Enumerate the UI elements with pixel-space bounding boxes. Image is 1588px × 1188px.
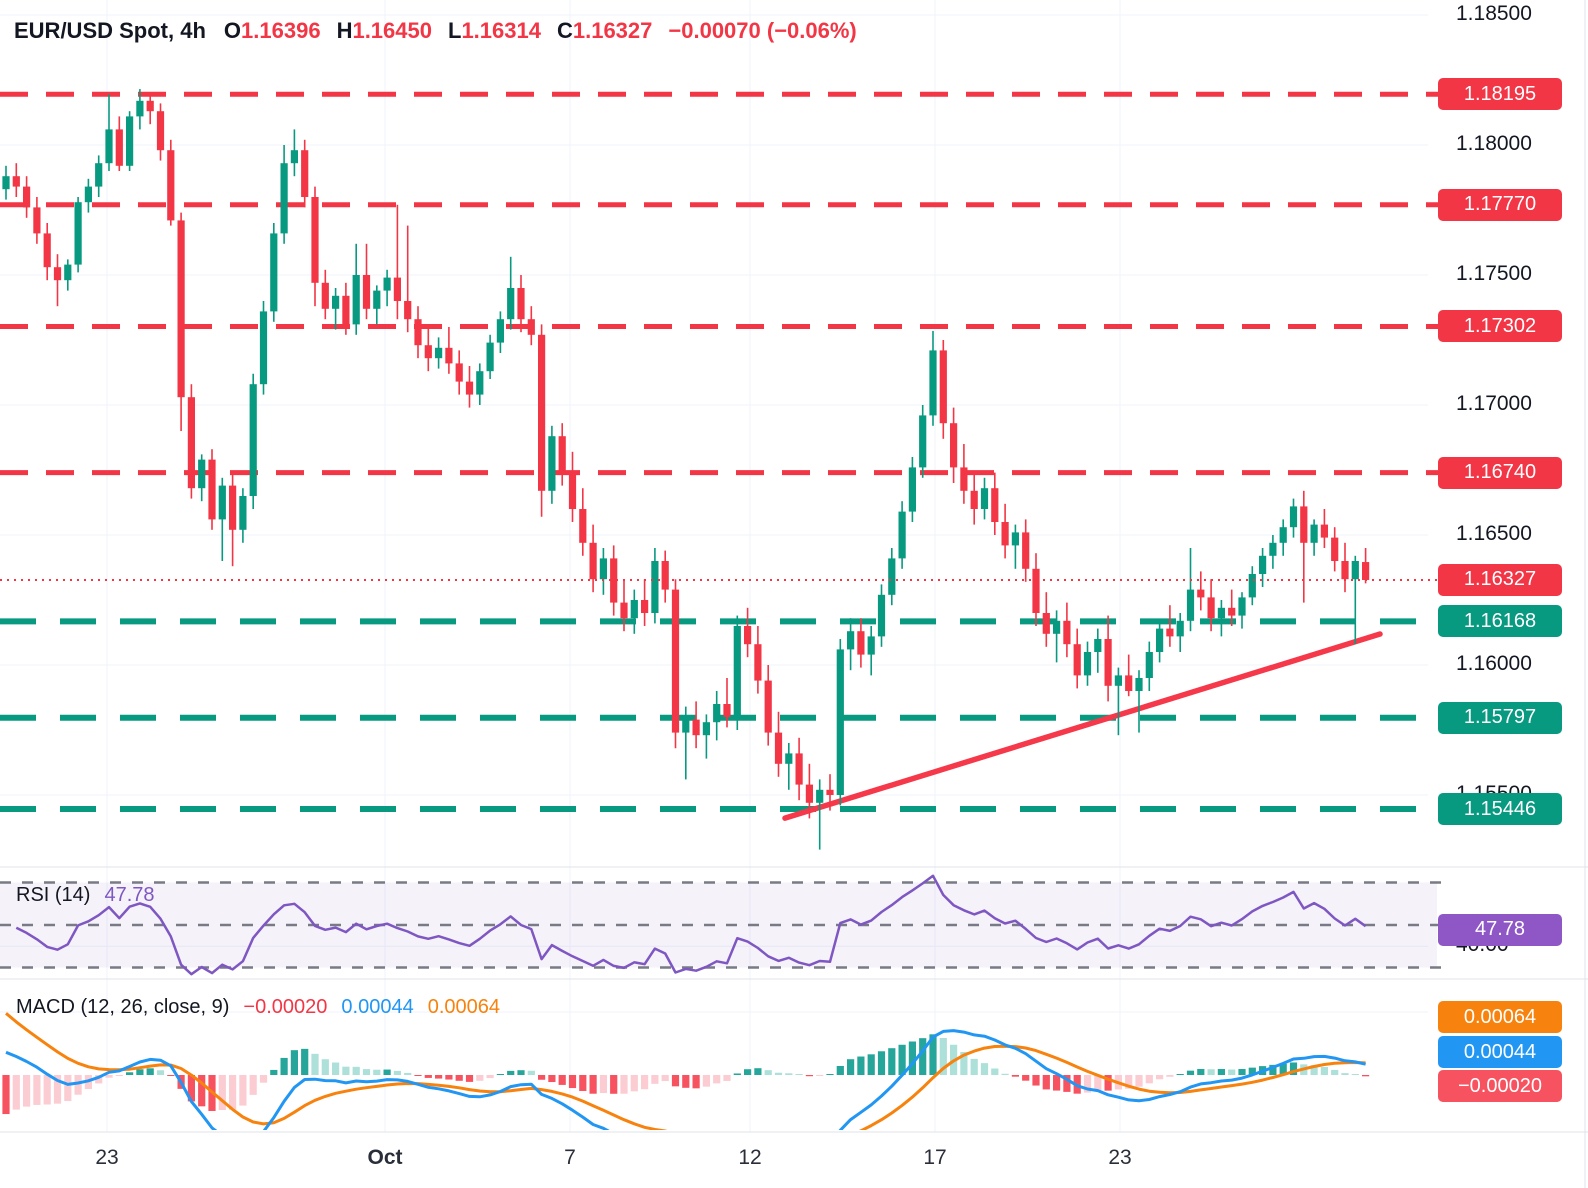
close-value-group: C1.16327 — [556, 18, 653, 43]
rsi-pane-header[interactable]: RSI (14) 47.78 — [16, 884, 155, 907]
rsi-pane — [0, 874, 1444, 976]
price-tick-label: 1.16500 — [1456, 522, 1532, 545]
symbol-status-row[interactable]: EUR/USD Spot, 4h O1.16396 H1.16450 L1.16… — [14, 18, 857, 44]
rsi-current-value: 47.78 — [104, 884, 155, 906]
time-tick-label: 23 — [1108, 1146, 1132, 1169]
macd-signal-line — [5, 1012, 1366, 1130]
support-level-badge: 1.16168 — [1438, 605, 1562, 638]
last-price-badge: 1.16327 — [1438, 563, 1562, 596]
macd-pane-header[interactable]: MACD (12, 26, close, 9) −0.00020 0.00044… — [16, 996, 500, 1019]
macd-title: MACD (12, 26, close, 9) — [16, 996, 230, 1018]
resistance-level-badge: 1.17302 — [1438, 310, 1562, 343]
support-level-badge: 1.15446 — [1438, 793, 1562, 826]
price-tick-label: 1.18000 — [1456, 132, 1532, 155]
rsi-title: RSI (14) — [16, 884, 91, 906]
macd-pane — [2, 1012, 1370, 1130]
macd-line-value: 0.00044 — [341, 996, 414, 1018]
symbol-name: EUR/USD Spot, 4h — [14, 18, 206, 43]
high-value-group: H1.16450 — [336, 18, 432, 43]
macd-signal-badge: 0.00064 — [1438, 1001, 1562, 1033]
candles-layer — [2, 89, 1370, 850]
rsi-value-badge: 47.78 — [1438, 913, 1562, 946]
time-tick-label: 23 — [95, 1146, 119, 1169]
macd-signal-value: 0.00064 — [427, 996, 500, 1018]
grid-lines — [0, 0, 1428, 1132]
price-tick-label: 1.18500 — [1456, 2, 1532, 25]
time-tick-label: 7 — [564, 1146, 576, 1169]
change-value: −0.00070 (−0.06%) — [668, 18, 857, 43]
macd-line-badge: 0.00044 — [1438, 1036, 1562, 1068]
trend-line[interactable] — [782, 631, 1383, 821]
support-level-badge: 1.15797 — [1438, 701, 1562, 734]
open-value-group: O1.16396 — [223, 18, 321, 43]
macd-main-line — [5, 1029, 1366, 1130]
low-value-group: L1.16314 — [447, 18, 541, 43]
price-tick-label: 1.16000 — [1456, 652, 1532, 675]
price-tick-label: 1.17500 — [1456, 262, 1532, 285]
resistance-level-badge: 1.17770 — [1438, 188, 1562, 221]
support-resistance-lines — [0, 91, 1444, 813]
resistance-level-badge: 1.16740 — [1438, 456, 1562, 489]
time-tick-label: 17 — [923, 1146, 947, 1169]
rsi-line — [15, 874, 1367, 976]
macd-histogram-badge: −0.00020 — [1438, 1070, 1562, 1102]
macd-histogram-value: −0.00020 — [243, 996, 328, 1018]
time-tick-label: 12 — [738, 1146, 762, 1169]
rsi-band — [0, 882, 1437, 968]
time-tick-label: Oct — [367, 1146, 403, 1169]
price-tick-label: 1.17000 — [1456, 392, 1532, 415]
resistance-level-badge: 1.18195 — [1438, 78, 1562, 111]
